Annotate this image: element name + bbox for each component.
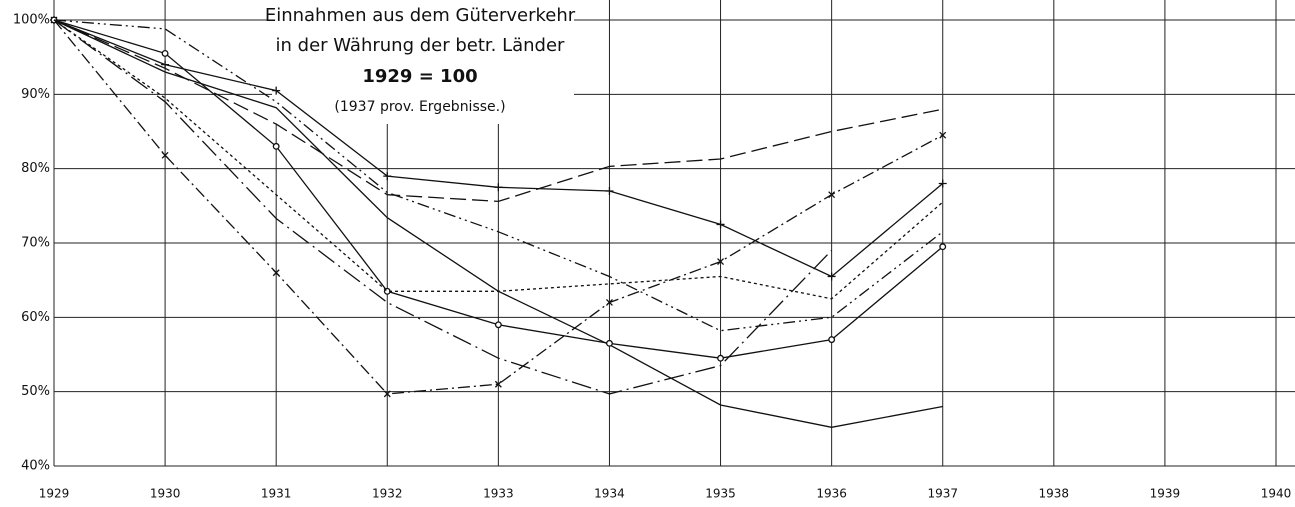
chart-title: Einnahmen aus dem Güterverkehr: [265, 5, 576, 26]
y-tick-label: 50%: [21, 384, 50, 399]
series-line: [53, 19, 944, 300]
y-tick-label: 90%: [21, 87, 50, 102]
x-tick-label: 1930: [150, 487, 181, 501]
x-tick-label: 1934: [594, 487, 625, 501]
y-tick-label: 40%: [21, 459, 50, 474]
marker: [161, 151, 169, 159]
series-line: [53, 19, 944, 332]
marker: [939, 243, 947, 251]
marker: [939, 131, 947, 139]
marker: [494, 380, 502, 388]
y-tick-label: 70%: [21, 236, 50, 251]
annotation: 1929 = 100: [362, 66, 477, 87]
marker: [828, 336, 836, 344]
marker: [272, 86, 281, 95]
marker: [383, 390, 391, 398]
marker: [272, 142, 280, 150]
marker: [717, 354, 724, 362]
x-tick-label: 1933: [483, 487, 514, 501]
chart-subtitle: in der Währung der betr. Länder: [276, 35, 566, 56]
x-tick-label: 1935: [705, 487, 736, 501]
x-tick-label: 1932: [372, 487, 403, 501]
marker: [605, 299, 613, 306]
marker: [383, 172, 392, 181]
marker: [938, 179, 947, 188]
x-tick-label: 1940: [1261, 487, 1292, 501]
series-line: [53, 19, 833, 395]
marker: [716, 220, 725, 229]
series-line: [53, 19, 943, 203]
x-tick-label: 1929: [39, 487, 70, 501]
marker: [272, 269, 280, 277]
y-tick-label: 80%: [21, 161, 50, 176]
marker: [494, 321, 502, 329]
marker: [161, 50, 169, 57]
series-line: [53, 19, 944, 395]
title-box: [272, 0, 574, 124]
marker: [494, 183, 503, 192]
marker: [606, 339, 613, 347]
marker: [827, 272, 836, 281]
x-tick-label: 1937: [927, 487, 958, 501]
marker: [161, 60, 170, 69]
x-tick-label: 1931: [261, 487, 292, 501]
marker: [717, 258, 725, 266]
x-tick-label: 1938: [1039, 487, 1070, 501]
y-tick-label: 100%: [13, 13, 50, 28]
marker: [828, 191, 836, 199]
annotation: (1937 prov. Ergebnisse.): [334, 99, 505, 115]
x-tick-label: 1939: [1150, 487, 1181, 501]
x-tick-label: 1936: [816, 487, 847, 501]
marker: [605, 186, 614, 195]
y-tick-label: 60%: [21, 310, 50, 325]
